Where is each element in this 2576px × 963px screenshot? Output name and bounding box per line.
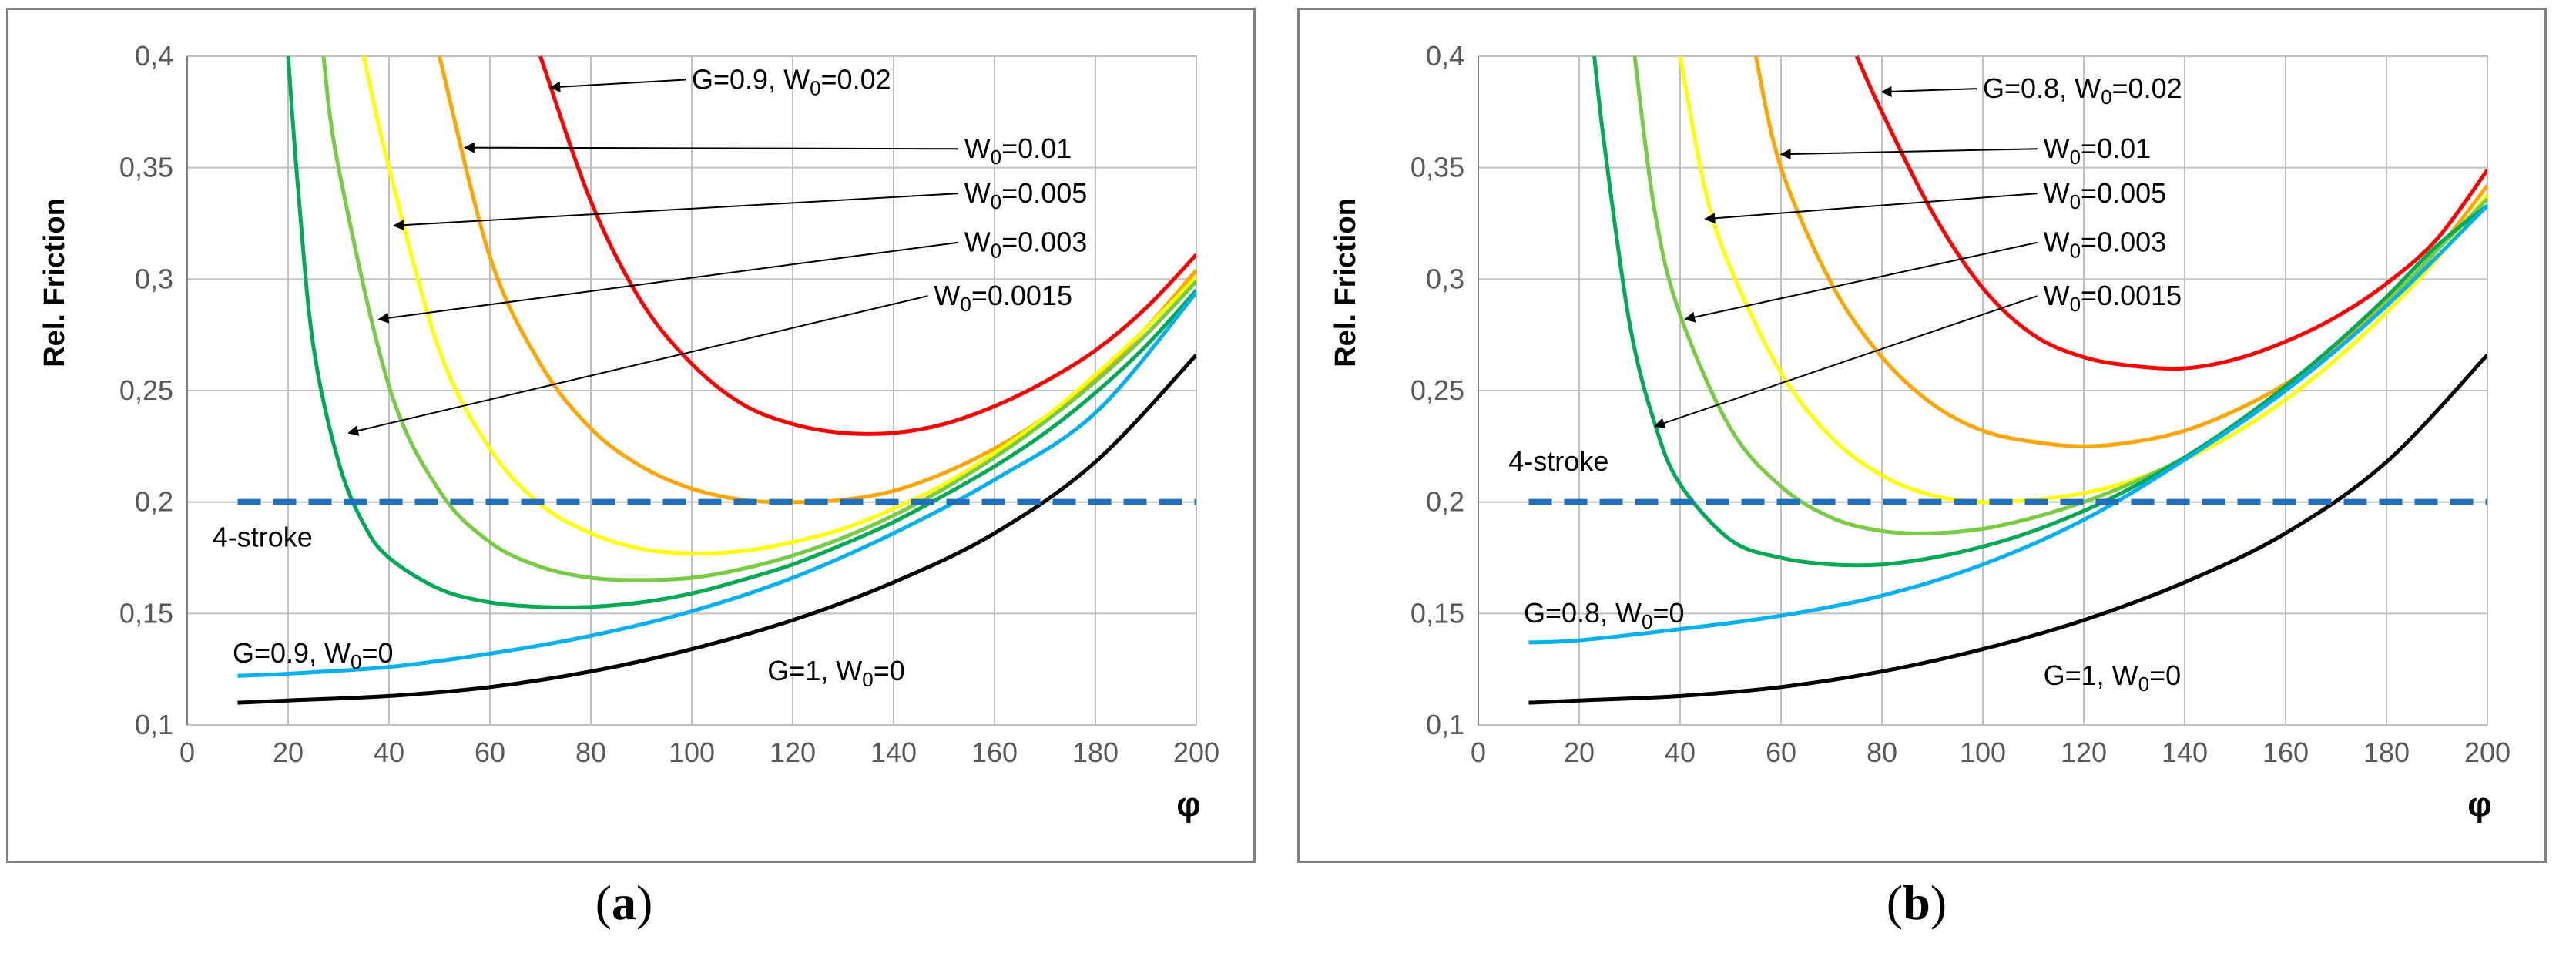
series-group — [1528, 55, 2487, 705]
y-tick-label: 0,4 — [1426, 40, 1464, 72]
y-tick-label: 0,15 — [119, 597, 173, 629]
chart-b: 0 20 40 60 80 100 120 140 160 180 200 0,1 0,15 0,2 0,2… — [1330, 40, 2511, 824]
x-tick-label: 140 — [870, 737, 917, 768]
chart-panel-b: 0 20 40 60 80 100 120 140 160 180 200 0,1 0,15 0,2 0,2… — [1297, 8, 2547, 863]
y-tick-label: 0,1 — [135, 709, 173, 740]
y-tick-label: 0,35 — [119, 152, 173, 183]
x-tick-label: 40 — [374, 737, 404, 768]
x-tick-label: 120 — [770, 737, 816, 768]
y-axis-label: Rel. Friction — [39, 198, 71, 367]
series-label: 4-stroke — [213, 522, 313, 553]
annotation-label: W0=0.01 — [2044, 133, 2152, 169]
annotation-arrow — [549, 79, 686, 92]
annotation-arrow — [1704, 193, 2038, 224]
annotation-arrow — [1684, 241, 2038, 323]
annotation-label: G=0.9, W0=0.02 — [692, 64, 891, 100]
chart-panel-a: 0 20 40 60 80 100 120 140 160 180 200 0,1 0,15 0,2 0,2… — [6, 8, 1256, 863]
x-tick-label: 200 — [2464, 737, 2511, 768]
x-tick-label: 0 — [1471, 737, 1486, 768]
caption-a: (a) — [547, 874, 701, 931]
annotation-label: G=0.8, W0=0.02 — [1983, 72, 2182, 109]
y-tick-label: 0,4 — [135, 40, 173, 72]
series-line — [1528, 204, 2487, 645]
x-tick-label: 180 — [1072, 737, 1119, 768]
series-label: G=0.9, W0=0 — [233, 637, 394, 673]
annotation-arrow — [393, 193, 958, 231]
y-tick-label: 0,3 — [1426, 263, 1464, 294]
annotation-label: W0=0.005 — [964, 177, 1088, 213]
annotation-arrow — [1653, 295, 2038, 428]
annotation-label: W0=0.003 — [964, 226, 1088, 263]
annotation-label: W0=0.0015 — [934, 280, 1072, 316]
x-tick-label: 20 — [273, 737, 304, 768]
x-tick-label: 100 — [1960, 737, 2006, 768]
annotation-arrow — [1779, 148, 2038, 160]
caption-b-close: ) — [1930, 875, 1947, 930]
x-tick-label: 60 — [475, 737, 505, 768]
series-line — [361, 55, 1196, 555]
series-line — [321, 55, 1196, 582]
x-tick-label: 160 — [971, 737, 1018, 768]
caption-b: (b) — [1840, 874, 1994, 931]
series-group — [237, 55, 1196, 705]
x-tick-label: 200 — [1173, 737, 1219, 768]
series-line — [1528, 353, 2487, 705]
x-tick-label: 80 — [1867, 737, 1897, 768]
y-tick-label: 0,15 — [1410, 597, 1464, 629]
series-line — [237, 353, 1196, 705]
annotation-arrow — [347, 295, 928, 436]
x-tick-label: 80 — [575, 737, 606, 768]
caption-b-letter: b — [1903, 875, 1930, 930]
x-tick-label: 20 — [1564, 737, 1595, 768]
annotation-arrow — [377, 241, 958, 324]
y-tick-label: 0,1 — [1426, 709, 1464, 740]
series-label: G=1, W0=0 — [2044, 659, 2182, 696]
series-line — [1592, 55, 2487, 568]
annotation-arrow — [1880, 86, 1977, 97]
caption-a-open: ( — [595, 875, 612, 930]
annotation-label: W0=0.003 — [2044, 226, 2167, 263]
x-tick-label: 100 — [669, 737, 715, 768]
x-tick-label: 180 — [2363, 737, 2410, 768]
series-label: 4-stroke — [1508, 445, 1608, 477]
series-label: G=0.8, W0=0 — [1524, 597, 1685, 633]
y-tick-label: 0,2 — [135, 486, 173, 518]
y-tick-label: 0,25 — [119, 374, 173, 406]
caption-a-letter: a — [612, 875, 636, 930]
series-line — [286, 55, 1196, 609]
x-tick-label: 0 — [179, 737, 195, 768]
x-axis-label: φ — [1176, 786, 1200, 824]
annotation-label: W0=0.01 — [964, 133, 1072, 169]
y-tick-label: 0,35 — [1410, 152, 1464, 183]
x-tick-label: 140 — [2162, 737, 2208, 768]
y-tick-label: 0,3 — [135, 263, 173, 294]
series-line — [237, 291, 1196, 678]
annotation-label: W0=0.005 — [2044, 177, 2167, 213]
chart-a: 0 20 40 60 80 100 120 140 160 180 200 0,1 0,15 0,2 0,2… — [39, 40, 1219, 824]
annotation-arrow — [463, 142, 958, 153]
series-line — [538, 55, 1196, 436]
y-tick-label: 0,2 — [1426, 486, 1464, 518]
caption-b-open: ( — [1886, 875, 1903, 930]
x-axis-label: φ — [2467, 786, 2491, 824]
caption-a-close: ) — [636, 875, 653, 930]
annotation-label: W0=0.0015 — [2044, 280, 2182, 316]
x-tick-label: 40 — [1665, 737, 1696, 768]
x-tick-label: 160 — [2262, 737, 2309, 768]
series-line — [1855, 55, 2487, 371]
x-tick-label: 120 — [2061, 737, 2107, 768]
y-tick-label: 0,25 — [1410, 374, 1464, 406]
series-label: G=1, W0=0 — [767, 655, 905, 691]
x-tick-label: 60 — [1766, 737, 1796, 768]
y-axis-label: Rel. Friction — [1330, 198, 1362, 367]
